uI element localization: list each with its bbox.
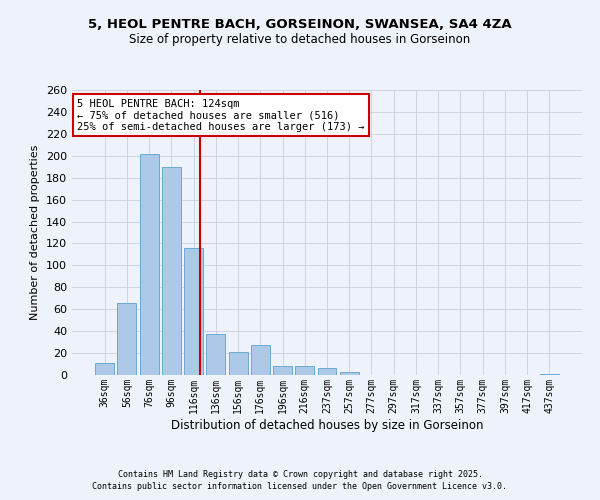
Bar bbox=[251, 346, 270, 375]
Bar bbox=[317, 368, 337, 375]
Bar bbox=[229, 352, 248, 375]
Bar bbox=[340, 372, 359, 375]
Text: Contains public sector information licensed under the Open Government Licence v3: Contains public sector information licen… bbox=[92, 482, 508, 491]
Bar bbox=[118, 302, 136, 375]
Bar bbox=[162, 166, 181, 375]
Bar bbox=[540, 374, 559, 375]
Bar bbox=[206, 334, 225, 375]
X-axis label: Distribution of detached houses by size in Gorseinon: Distribution of detached houses by size … bbox=[171, 418, 483, 432]
Text: Contains HM Land Registry data © Crown copyright and database right 2025.: Contains HM Land Registry data © Crown c… bbox=[118, 470, 482, 479]
Bar bbox=[184, 248, 203, 375]
Text: Size of property relative to detached houses in Gorseinon: Size of property relative to detached ho… bbox=[130, 32, 470, 46]
Y-axis label: Number of detached properties: Number of detached properties bbox=[31, 145, 40, 320]
Bar bbox=[295, 366, 314, 375]
Text: 5 HEOL PENTRE BACH: 124sqm
← 75% of detached houses are smaller (516)
25% of sem: 5 HEOL PENTRE BACH: 124sqm ← 75% of deta… bbox=[77, 98, 365, 132]
Bar bbox=[273, 366, 292, 375]
Text: 5, HEOL PENTRE BACH, GORSEINON, SWANSEA, SA4 4ZA: 5, HEOL PENTRE BACH, GORSEINON, SWANSEA,… bbox=[88, 18, 512, 30]
Bar bbox=[95, 363, 114, 375]
Bar bbox=[140, 154, 158, 375]
